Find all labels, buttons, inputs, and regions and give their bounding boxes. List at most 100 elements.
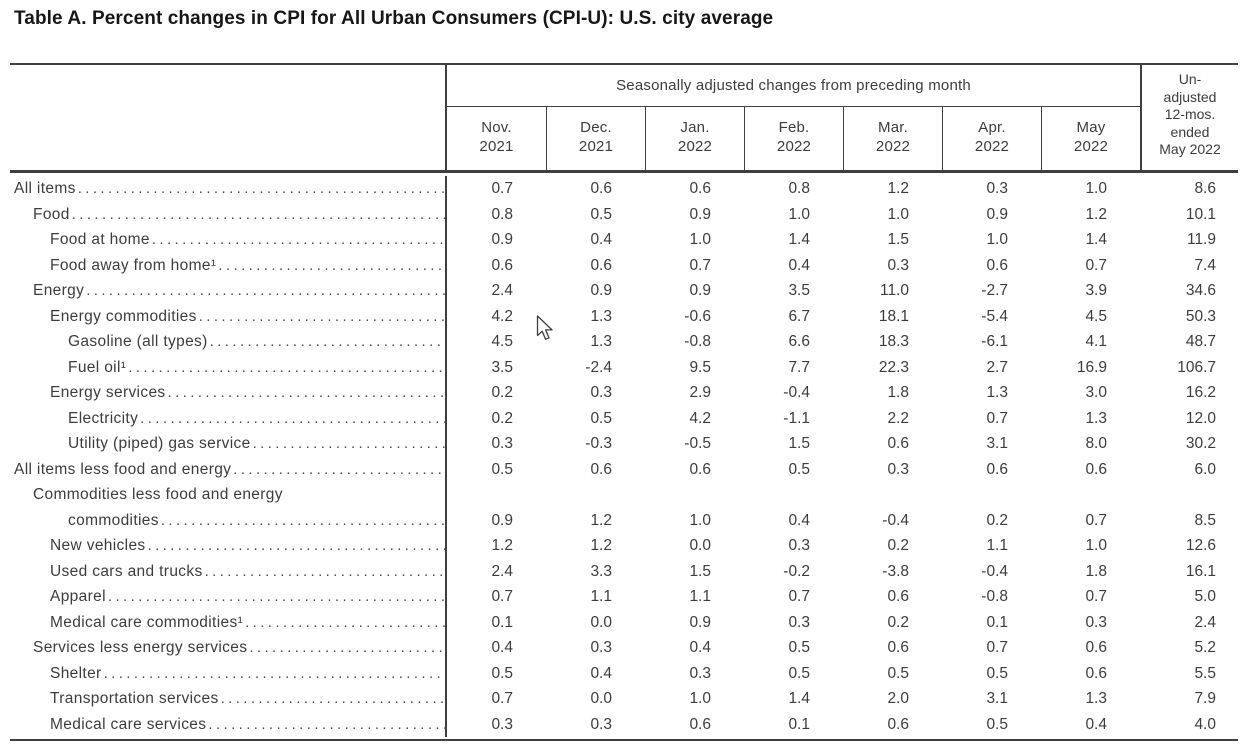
row-label: All items [14,180,76,197]
month-header-cell: Mar. 2022 [843,107,942,170]
value-cell: 1.2 [590,537,612,554]
table-row: Fuel oil¹ 3.5 -2.4 9.5 7.7 22.3 2.7 16.9 106.7 [10,354,1238,380]
value-cell: 0.7 [788,588,810,605]
value-cell: 16.1 [1185,562,1216,580]
value-cell: 1.3 [590,307,612,325]
value-cell: 0.5 [590,409,612,427]
row-label: Medical care services [50,715,207,733]
value-cell: 0.9 [491,231,513,248]
month-header-cell: Nov. 2021 [447,107,546,170]
month-header-cell: Feb. 2022 [744,107,843,170]
value-cell: -0.4 [882,511,909,529]
value-cell: 7.7 [788,358,810,376]
value-cell: -0.2 [783,562,810,580]
value-cell: 0.5 [986,664,1008,682]
table-row: Electricity 0.2 0.5 4.2 -1.1 2.2 0.7 1.3 12.0 [10,405,1238,431]
value-cell: 0.5 [788,639,810,656]
value-cell: 4.2 [689,409,711,427]
dot-leader [70,202,445,228]
value-cell: 0.9 [689,613,711,631]
value-cell: 1.0 [1085,180,1107,197]
value-cell: -0.4 [981,562,1008,580]
value-cell: 3.0 [1085,384,1107,401]
row-label: Fuel oil¹ [68,358,127,376]
value-cell: 0.3 [491,715,513,733]
row-stub: Energy services [10,380,447,406]
month-header-cell: Apr. 2022 [942,107,1041,170]
value-cell: 1.2 [1085,205,1107,223]
value-cell: 6.7 [788,307,810,325]
unadjusted-header-line: 12-mos. [1164,106,1216,122]
value-cell: 0.6 [1085,639,1107,656]
value-cell: 1.0 [788,205,810,223]
value-cell: 0.0 [590,690,612,707]
dot-leader [146,533,445,559]
row-label: All items less food and energy [14,460,232,478]
value-cell: 0.3 [788,613,810,631]
row-stub: Electricity [10,405,447,431]
table-row: New vehicles 1.2 1.2 0.0 0.3 0.2 1.1 1.0 12.6 [10,533,1238,559]
value-cell: 0.5 [788,460,810,478]
value-cell: -5.4 [981,307,1008,325]
value-cell: 0.6 [590,460,612,478]
value-cell: 5.0 [1194,588,1216,605]
value-cell: 0.3 [590,715,612,733]
row-label: Commodities less food and energy [33,486,283,503]
value-cell: 1.3 [590,333,612,350]
value-cell: 11.0 [879,282,909,299]
value-cell: 0.7 [1085,511,1107,529]
dot-leader [102,661,445,687]
value-cell: 16.2 [1185,384,1216,401]
value-cell: 0.1 [986,613,1008,631]
table-row: Services less energy services 0.4 0.3 0.4 0.… [10,635,1238,661]
value-cell: 8.6 [1194,180,1216,197]
value-cell: 0.6 [986,256,1008,274]
value-cell: 0.0 [590,613,612,631]
value-cell: 4.2 [491,307,513,325]
table-row: Medical care services 0.3 0.3 0.6 0.1 0.6 0.5 0… [10,711,1238,737]
value-cell: 3.1 [986,435,1008,452]
value-cell: 4.5 [491,333,513,350]
dot-leader [243,610,445,636]
row-stub: Fuel oil¹ [10,354,447,380]
month-name: Mar. [878,119,908,136]
row-stub: Commodities less food and energy commodit… [10,482,447,533]
value-cell: 0.5 [491,664,513,682]
value-cell: 50.3 [1185,307,1216,325]
table-row: Food at home 0.9 0.4 1.0 1.4 1.5 1.0 1.4 11.9 [10,227,1238,253]
value-cell: -0.3 [585,435,612,452]
value-cell: 4.0 [1194,715,1216,733]
table-row: Gasoline (all types) 4.5 1.3 -0.8 6.6 18.3 -6.… [10,329,1238,355]
value-cell: 0.6 [986,460,1008,478]
value-cell: -0.5 [684,435,711,452]
dot-leader [197,304,445,330]
value-cell: -0.4 [783,384,810,401]
value-cell: 0.6 [887,715,909,733]
value-cell: 0.3 [689,664,711,682]
value-cell: 0.6 [689,460,711,478]
month-name: Dec. [580,119,612,136]
value-cell: 3.9 [1085,282,1107,299]
value-cell: 0.5 [788,664,810,682]
value-cell: 34.6 [1185,282,1216,299]
table-row: Medical care commodities¹ 0.1 0.0 0.9 0.3 0.2… [10,609,1238,636]
value-cell: 1.0 [1085,537,1107,554]
value-cell: 0.4 [590,231,612,248]
value-cell: 0.7 [491,180,513,197]
value-cell: 0.2 [986,511,1008,529]
value-cell: 0.6 [590,180,612,197]
row-label: Utility (piped) gas service [68,435,251,452]
table-header: Seasonally adjusted changes from precedi… [10,63,1238,173]
value-cell: 0.3 [491,435,513,452]
table-title: Table A. Percent changes in CPI for All … [14,8,774,29]
value-cell: 0.7 [986,639,1008,656]
value-cell: 8.0 [1085,435,1107,452]
row-label: Services less energy services [33,639,248,656]
value-cell: 2.4 [491,282,513,299]
months-header: Seasonally adjusted changes from precedi… [447,65,1140,170]
value-cell: 1.3 [986,384,1008,401]
unadjusted-header-line: ended [1170,123,1210,140]
value-cell: 0.3 [590,384,612,401]
value-cell: 0.6 [491,256,513,274]
table-row: Commodities less food and energy commodit… [10,482,1238,533]
